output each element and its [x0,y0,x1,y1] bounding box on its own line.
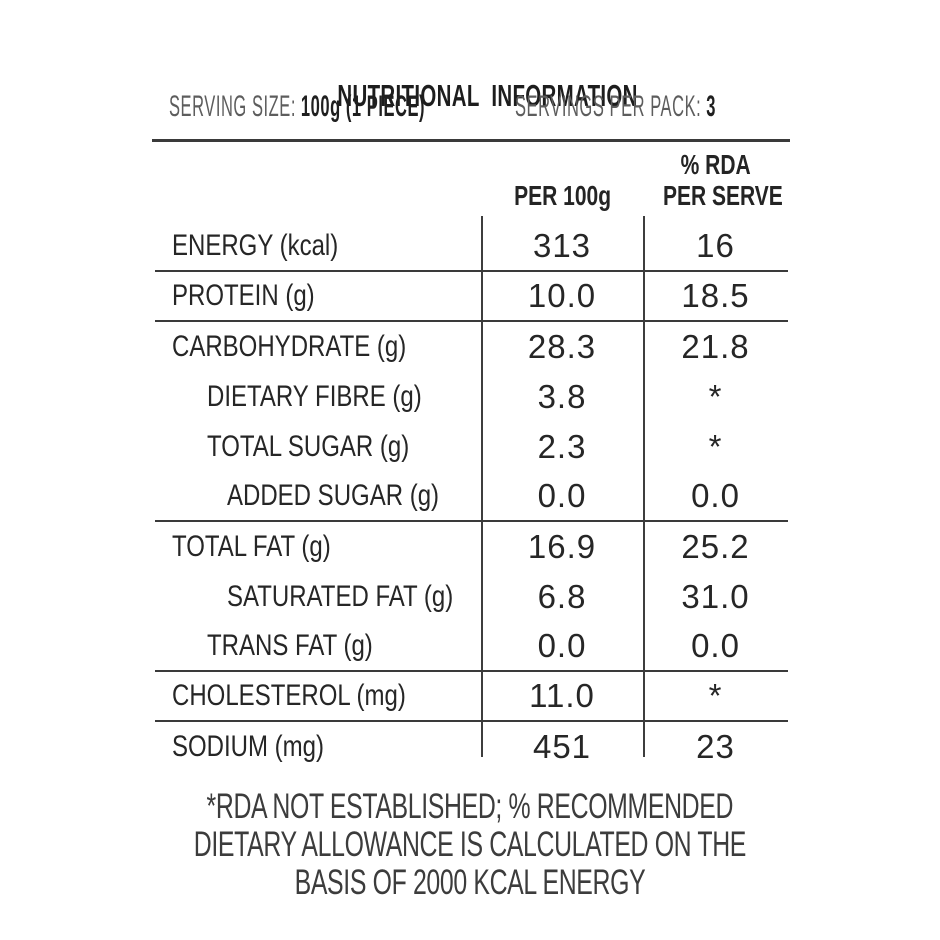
value-per-100g: 313 [532,227,592,264]
top-rule [152,139,790,142]
value-rda-per-serve: * [708,428,723,465]
row-cholesterol: CHOLESTEROL (mg) 11.0 * [155,672,788,722]
page-title-text: NUTRITIONAL INFORMATION [337,78,638,113]
row-label: SATURATED FAT (g) [227,580,454,613]
row-label: TOTAL FAT (g) [172,530,331,563]
rda-footnote: *RDA NOT ESTABLISHED; % RECOMMENDED DIET… [0,788,940,902]
column-divider-2 [643,216,645,757]
row-total-fat: TOTAL FAT (g) 16.9 25.2 [155,522,788,572]
row-energy: ENERGY (kcal) 313 16 [155,222,788,272]
column-header-rda-line1: % RDA [680,149,752,180]
row-label: TRANS FAT (g) [207,629,373,662]
row-label: PROTEIN (g) [172,279,315,312]
value-per-100g: 10.0 [527,277,597,314]
servings-per-pack-label: SERVINGS PER PACK: [515,90,702,123]
footnote-line-2: DIETARY ALLOWANCE IS CALCULATED ON THE [193,825,747,864]
value-rda-per-serve: * [708,378,723,415]
row-dietary-fibre: DIETARY FIBRE (g) 3.8 * [155,372,788,422]
value-per-100g: 3.8 [537,378,587,415]
row-label: SODIUM (mg) [172,730,324,763]
column-header-rda-line2: PER SERVE [662,180,783,211]
value-rda-per-serve: 18.5 [681,277,750,314]
row-label: CARBOHYDRATE (g) [172,330,407,363]
nutrition-table: ENERGY (kcal) 313 16 PROTEIN (g) 10.0 18… [155,222,788,772]
value-per-100g: 6.8 [537,578,587,615]
row-added-sugar: ADDED SUGAR (g) 0.0 0.0 [155,472,788,522]
row-total-sugar: TOTAL SUGAR (g) 2.3 * [155,422,788,472]
serving-size-label: SERVING SIZE: [169,90,296,123]
value-rda-per-serve: 0.0 [691,477,740,514]
row-sodium: SODIUM (mg) 451 23 [155,722,788,772]
column-header-per-100g: PER 100g [514,180,611,211]
value-per-100g: 16.9 [527,528,597,565]
servings-per-pack-value: 3 [706,90,716,123]
value-per-100g: 28.3 [527,328,597,365]
value-per-100g: 451 [532,728,592,765]
footnote-line-3: BASIS OF 2000 KCAL ENERGY [294,863,646,902]
row-label: TOTAL SUGAR (g) [207,430,410,463]
row-protein: PROTEIN (g) 10.0 18.5 [155,272,788,322]
row-trans-fat: TRANS FAT (g) 0.0 0.0 [155,622,788,672]
value-per-100g: 2.3 [537,428,587,465]
value-rda-per-serve: 21.8 [681,328,750,365]
column-divider-1 [481,216,483,757]
value-per-100g: 0.0 [537,477,587,514]
serving-size-group: SERVING SIZE: 100g (1 PIECE) [169,90,425,124]
footnote-line-1: *RDA NOT ESTABLISHED; % RECOMMENDED [206,787,734,826]
serving-size-value: 100g (1 PIECE) [300,90,426,123]
value-rda-per-serve: 31.0 [681,578,750,615]
row-saturated-fat: SATURATED FAT (g) 6.8 31.0 [155,572,788,622]
row-label: CHOLESTEROL (mg) [172,679,406,712]
servings-per-pack-group: SERVINGS PER PACK: 3 [515,90,716,124]
value-per-100g: 11.0 [529,677,595,714]
value-rda-per-serve: 25.2 [681,528,750,565]
value-rda-per-serve: * [708,677,723,714]
value-rda-per-serve: 23 [696,728,735,765]
value-rda-per-serve: 0.0 [691,627,740,664]
page-title: NUTRITIONAL INFORMATION [0,42,940,150]
row-label: DIETARY FIBRE (g) [207,380,422,413]
value-per-100g: 0.0 [537,627,587,664]
value-rda-per-serve: 16 [696,227,735,264]
row-label: ADDED SUGAR (g) [227,479,440,512]
row-label: ENERGY (kcal) [172,229,339,262]
row-carbohydrate: CARBOHYDRATE (g) 28.3 21.8 [155,322,788,372]
